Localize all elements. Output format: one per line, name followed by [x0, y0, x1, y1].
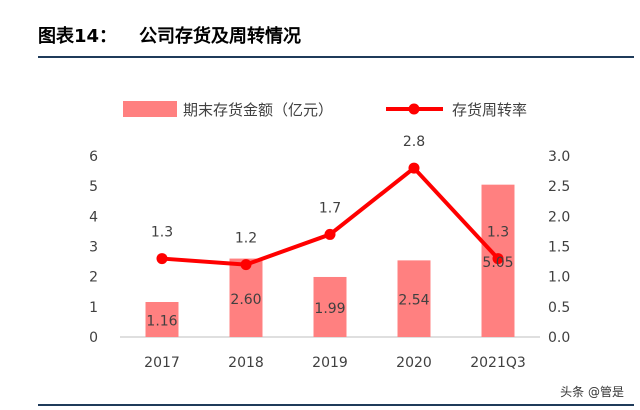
figure-title: 公司存货及周转情况	[139, 26, 302, 47]
x-tick-label: 2020	[396, 355, 432, 371]
bottom-divider	[38, 404, 634, 406]
x-tick-label: 2017	[144, 355, 180, 371]
turnover-point-2019	[324, 228, 336, 240]
figure-number: 图表14：	[38, 26, 118, 47]
y-right-tick-label: 2.0	[548, 209, 570, 225]
bar-2020	[397, 260, 431, 337]
y-right-tick-label: 1.0	[548, 270, 570, 286]
turnover-point-2020	[408, 162, 420, 174]
y-left-tick-label: 6	[89, 149, 98, 165]
y-left-tick-label: 5	[89, 179, 98, 195]
y-left-tick-label: 3	[89, 240, 98, 256]
legend-label-inventory: 期末存货金额（亿元）	[183, 101, 333, 119]
y-left-tick-label: 4	[89, 209, 98, 225]
bar-2018	[229, 258, 263, 337]
y-left-tick-label: 0	[89, 330, 98, 346]
bar-value-label: 2.60	[230, 292, 261, 308]
y-right-tick-label: 1.5	[548, 240, 570, 256]
bar-2019	[313, 276, 347, 337]
bar-value-label: 5.05	[482, 255, 513, 271]
turnover-point-2017	[156, 253, 168, 265]
line-value-label: 1.7	[319, 200, 341, 216]
chart-title: 图表14： 公司存货及周转情况	[38, 22, 301, 48]
line-value-label: 2.8	[403, 134, 425, 150]
y-right-tick-label: 0.5	[548, 300, 570, 316]
line-value-label: 1.3	[151, 225, 173, 241]
x-tick-label: 2019	[312, 355, 348, 371]
bar-value-label: 2.54	[398, 293, 429, 309]
y-left-tick-label: 2	[89, 270, 98, 286]
top-divider	[38, 56, 634, 58]
y-left-tick-label: 1	[89, 300, 98, 316]
y-right-tick-label: 2.5	[548, 179, 570, 195]
y-right-tick-label: 0.0	[548, 330, 570, 346]
legend-swatch-inventory	[123, 101, 177, 117]
turnover-point-2021Q3	[492, 253, 504, 265]
legend-label-turnover: 存货周转率	[452, 101, 527, 119]
x-tick-label: 2018	[228, 355, 264, 371]
line-value-label: 1.3	[487, 225, 509, 241]
turnover-point-2018	[240, 259, 252, 271]
watermark: 头条 @管是	[560, 385, 624, 399]
x-tick-label: 2021Q3	[470, 355, 526, 371]
legend-marker-turnover	[408, 103, 420, 115]
bar-value-label: 1.99	[314, 301, 345, 317]
line-value-label: 1.2	[235, 231, 257, 247]
y-right-tick-label: 3.0	[548, 149, 570, 165]
bar-value-label: 1.16	[146, 314, 177, 330]
bar-2017	[145, 302, 179, 337]
